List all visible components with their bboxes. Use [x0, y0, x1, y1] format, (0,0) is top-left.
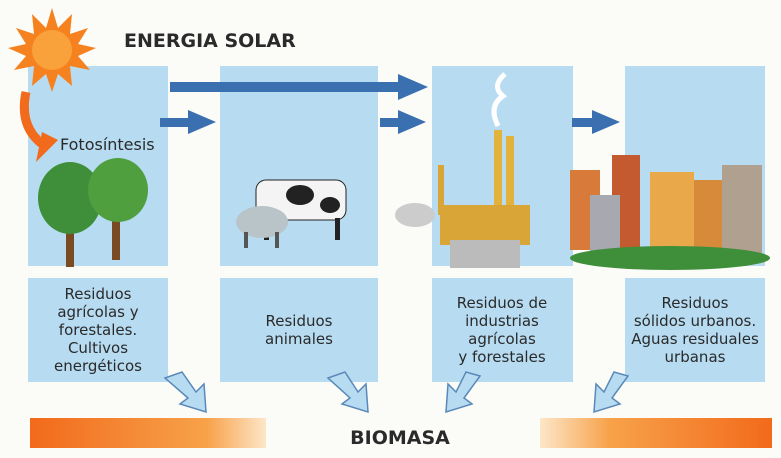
source-label: Residuos	[662, 294, 729, 312]
source-label: Residuos	[65, 285, 132, 303]
canvas: ENERGIA SOLAR Fotosíntesis BIOMASA Resid…	[0, 0, 781, 458]
source-label: agrícolas y	[57, 303, 138, 321]
source-label: Aguas residuales	[631, 330, 759, 348]
source-label: forestales.	[59, 321, 137, 339]
title: ENERGIA SOLAR	[124, 30, 296, 52]
source-label: y forestales	[458, 348, 545, 366]
diagram: ENERGIA SOLAR Fotosíntesis BIOMASA Resid…	[0, 0, 781, 458]
source-label: Residuos	[266, 312, 333, 330]
city	[570, 155, 770, 270]
source-label: agrícolas	[468, 330, 536, 348]
source-label: sólidos urbanos.	[634, 312, 756, 330]
source-label: industrias	[465, 312, 539, 330]
photosynthesis-label: Fotosíntesis	[60, 135, 155, 154]
source-label: urbanas	[665, 348, 726, 366]
source-label: Cultivos	[68, 339, 128, 357]
source-label: Residuos de	[457, 294, 548, 312]
source-label: animales	[265, 330, 333, 348]
source-label: energéticos	[54, 357, 142, 375]
footer-label: BIOMASA	[350, 427, 450, 449]
